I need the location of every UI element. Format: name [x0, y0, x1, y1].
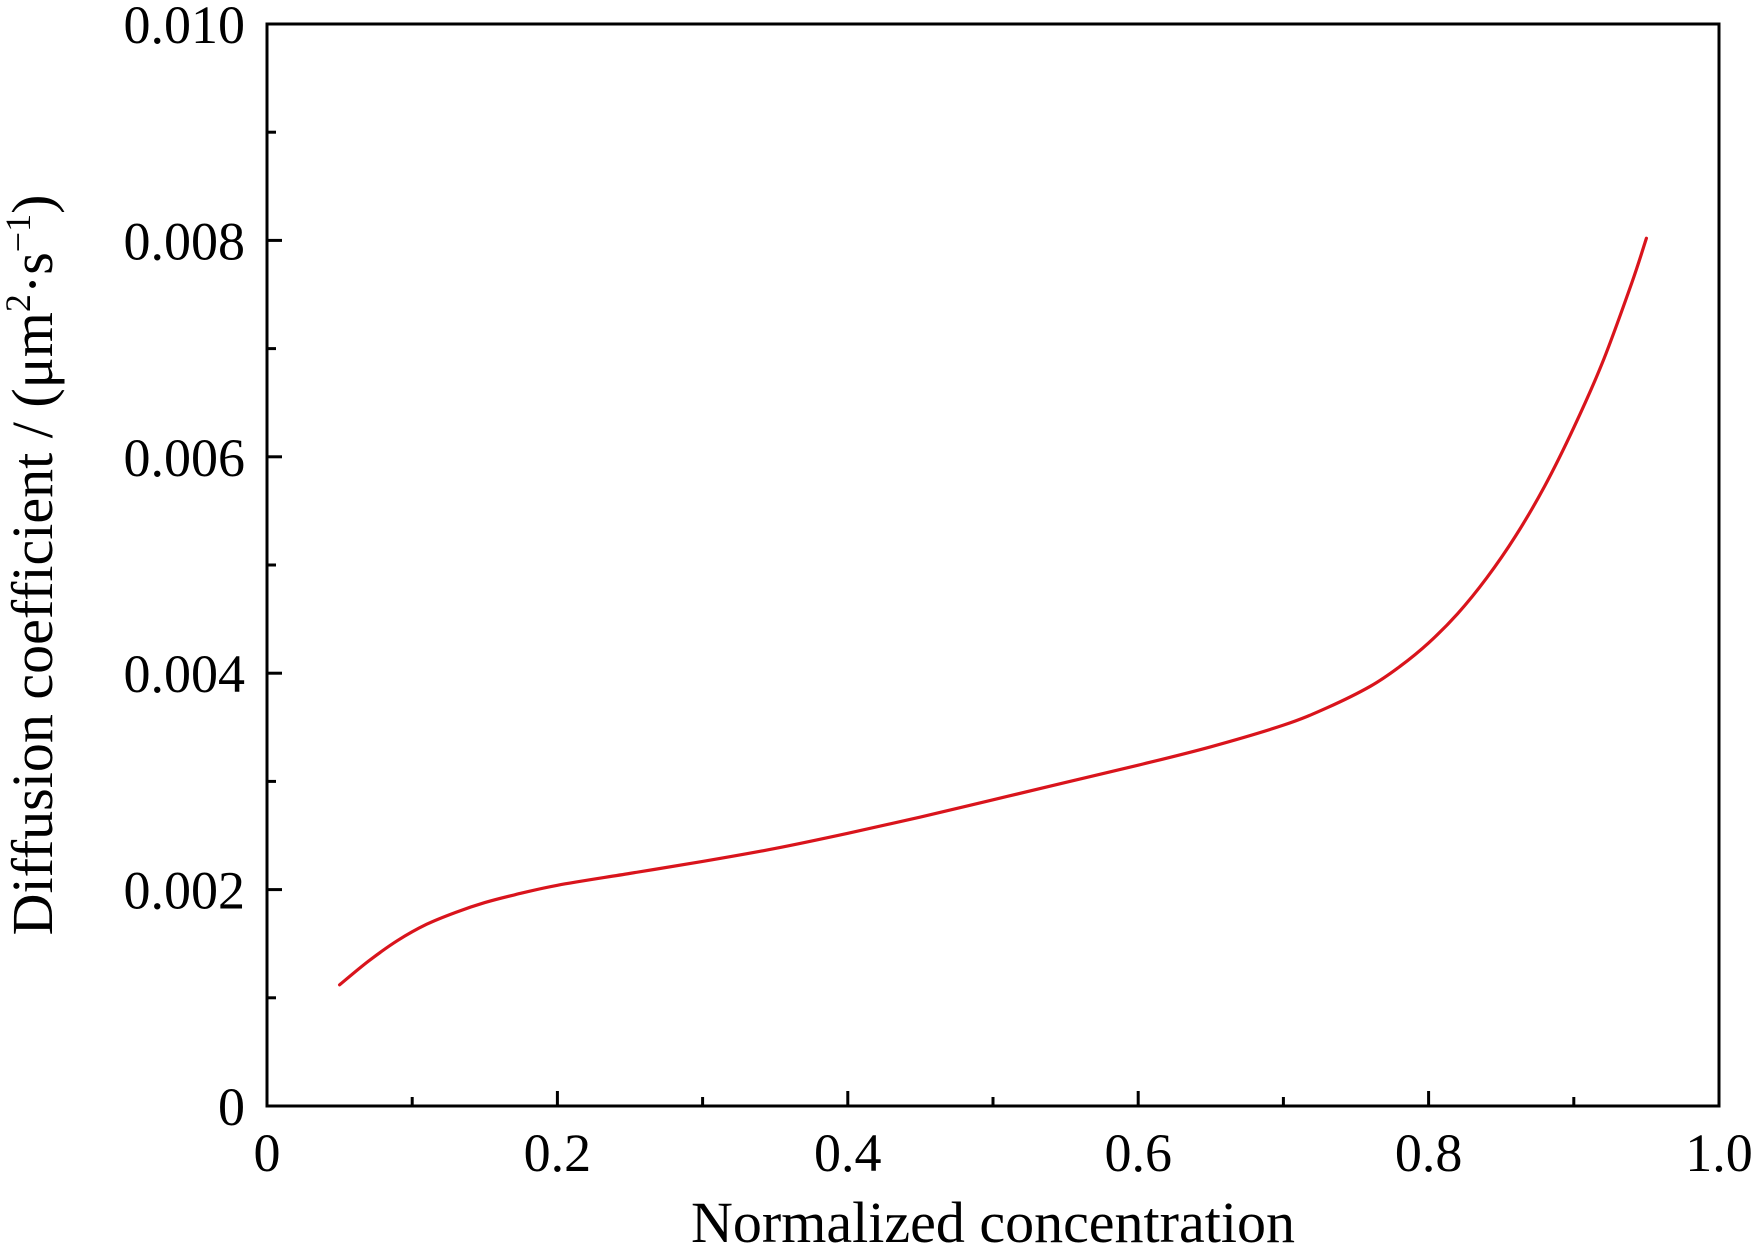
labels-layer: 0 0.2 0.4 0.6 0.8 1.0 0 0.002 0.004 0.006 0.008 0.0…	[124, 0, 1753, 1183]
data-series-line	[338, 236, 1648, 987]
y-tick-label: 0.008	[124, 211, 246, 271]
y-tick-label: 0.004	[124, 644, 246, 704]
y-axis-title: Diffusion coefficient / (μm2·s−1)	[0, 195, 65, 936]
x-tick-label: 0.6	[1104, 1123, 1172, 1183]
x-tick-label: 1.0	[1685, 1123, 1753, 1183]
x-axis-title: Normalized concentration	[691, 1190, 1295, 1252]
plot-layer	[338, 236, 1648, 987]
x-tick-label: 0.8	[1395, 1123, 1463, 1183]
y-tick-label: 0.006	[124, 428, 246, 488]
ticks-layer	[265, 22, 1721, 1108]
y-axis-title-prefix: Diffusion coefficient / (μm	[0, 312, 65, 935]
y-axis-title-mid: ·s	[0, 252, 65, 294]
y-tick-label: 0.002	[124, 861, 246, 921]
x-tick-label: 0.4	[814, 1123, 882, 1183]
y-axis-title-sup-2: 2	[0, 294, 38, 312]
plot-frame	[265, 22, 1721, 1108]
y-axis-title-sup-neg1: −1	[0, 214, 38, 252]
y-axis-title-suffix: )	[0, 195, 65, 214]
x-tick-label: 0	[254, 1123, 281, 1183]
x-tick-label: 0.2	[524, 1123, 592, 1183]
y-tick-label: 0.010	[124, 0, 246, 55]
y-tick-label: 0	[218, 1077, 245, 1137]
